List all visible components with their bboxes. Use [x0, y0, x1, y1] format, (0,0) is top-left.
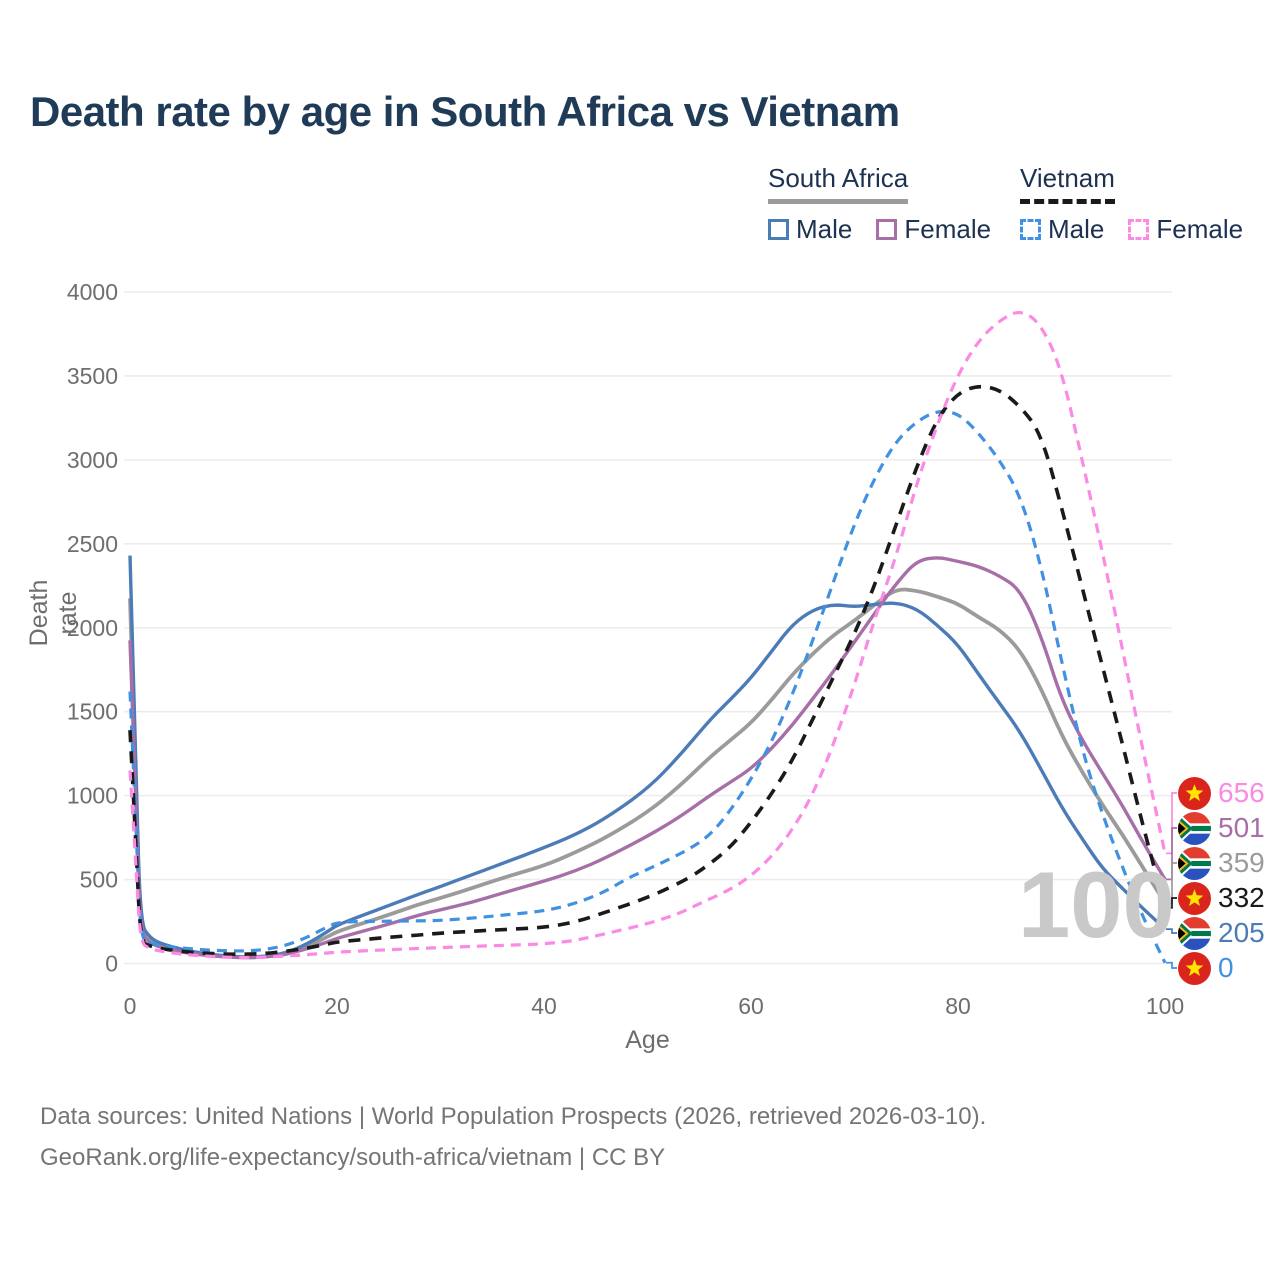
vietnam-flag-icon — [1178, 951, 1211, 985]
legend-label: Female — [904, 214, 992, 244]
attribution: Data sources: United Nations | World Pop… — [40, 1096, 986, 1178]
y-tick-label: 2500 — [67, 531, 118, 557]
series-line-sa-both — [128, 587, 1167, 960]
vn-male-swatch — [1020, 219, 1041, 240]
vietnam-flag-icon — [1178, 881, 1211, 915]
series-line-vn-both — [128, 384, 1167, 957]
end-value: 205 — [1218, 917, 1265, 948]
series-line-sa-female — [128, 556, 1167, 960]
end-value: 501 — [1218, 812, 1265, 843]
legend-item-vn-female[interactable]: Female — [1128, 214, 1243, 245]
legend-header-vietnam[interactable]: Vietnam — [1020, 163, 1115, 204]
south-africa-flag-icon — [1178, 916, 1211, 950]
legend-header-south-africa[interactable]: South Africa — [768, 163, 909, 204]
y-axis-title: Death rate — [25, 579, 82, 647]
y-tick-label: 500 — [80, 867, 118, 893]
x-tick-label: 0 — [124, 993, 137, 1019]
end-connector — [1166, 792, 1177, 855]
x-tick-label: 80 — [945, 993, 971, 1019]
x-tick-label: 100 — [1146, 993, 1184, 1019]
south-africa-flag-icon — [1178, 846, 1211, 880]
series-line-vn-male — [128, 409, 1167, 964]
page-title: Death rate by age in South Africa vs Vie… — [30, 88, 900, 135]
end-label-sa-female: 501 — [1178, 811, 1265, 845]
legend-item-sa-female[interactable]: Female — [876, 214, 991, 245]
data-sources-line: Data sources: United Nations | World Pop… — [40, 1103, 987, 1130]
end-label-sa-both: 359 — [1178, 846, 1265, 880]
end-label-vn-both: 332 — [1178, 881, 1265, 915]
x-tick-label: 60 — [738, 993, 764, 1019]
end-value: 656 — [1218, 777, 1265, 808]
source-url-line[interactable]: GeoRank.org/life-expectancy/south-africa… — [40, 1144, 666, 1171]
legend-group-south-africa: South Africa Male Female — [768, 163, 991, 245]
vietnam-flag-icon — [1178, 776, 1211, 810]
legend-item-sa-male[interactable]: Male — [768, 214, 852, 245]
y-tick-label: 4000 — [67, 279, 118, 305]
x-tick-label: 40 — [531, 993, 557, 1019]
end-value: 359 — [1218, 847, 1265, 878]
end-value: 332 — [1218, 882, 1265, 913]
legend-item-vn-male[interactable]: Male — [1020, 214, 1104, 245]
age-watermark: 100 — [1018, 852, 1175, 957]
y-tick-label: 3000 — [67, 447, 118, 473]
legend-label: Male — [1048, 214, 1105, 244]
south-africa-flag-icon — [1178, 811, 1211, 845]
y-tick-label: 3500 — [67, 363, 118, 389]
x-tick-label: 20 — [324, 993, 350, 1019]
x-axis-title: Age — [625, 1026, 670, 1054]
end-label-vn-female: 656 — [1178, 776, 1265, 810]
series-line-sa-male — [128, 555, 1167, 959]
end-label-vn-male: 0 — [1178, 951, 1234, 985]
y-tick-label: 1500 — [67, 699, 118, 725]
legend-label: Female — [1156, 214, 1244, 244]
series-line-vn-female — [128, 311, 1167, 960]
end-connector — [1166, 961, 1177, 969]
end-value: 0 — [1218, 952, 1234, 983]
y-tick-label: 1000 — [67, 783, 118, 809]
end-label-sa-male: 205 — [1178, 916, 1265, 950]
sa-male-swatch — [768, 219, 789, 240]
y-tick-label: 0 — [105, 951, 118, 977]
legend-group-vietnam: Vietnam Male Female — [1020, 163, 1243, 245]
sa-female-swatch — [876, 219, 898, 240]
vn-female-swatch — [1128, 219, 1150, 240]
legend-label: Male — [796, 214, 853, 244]
